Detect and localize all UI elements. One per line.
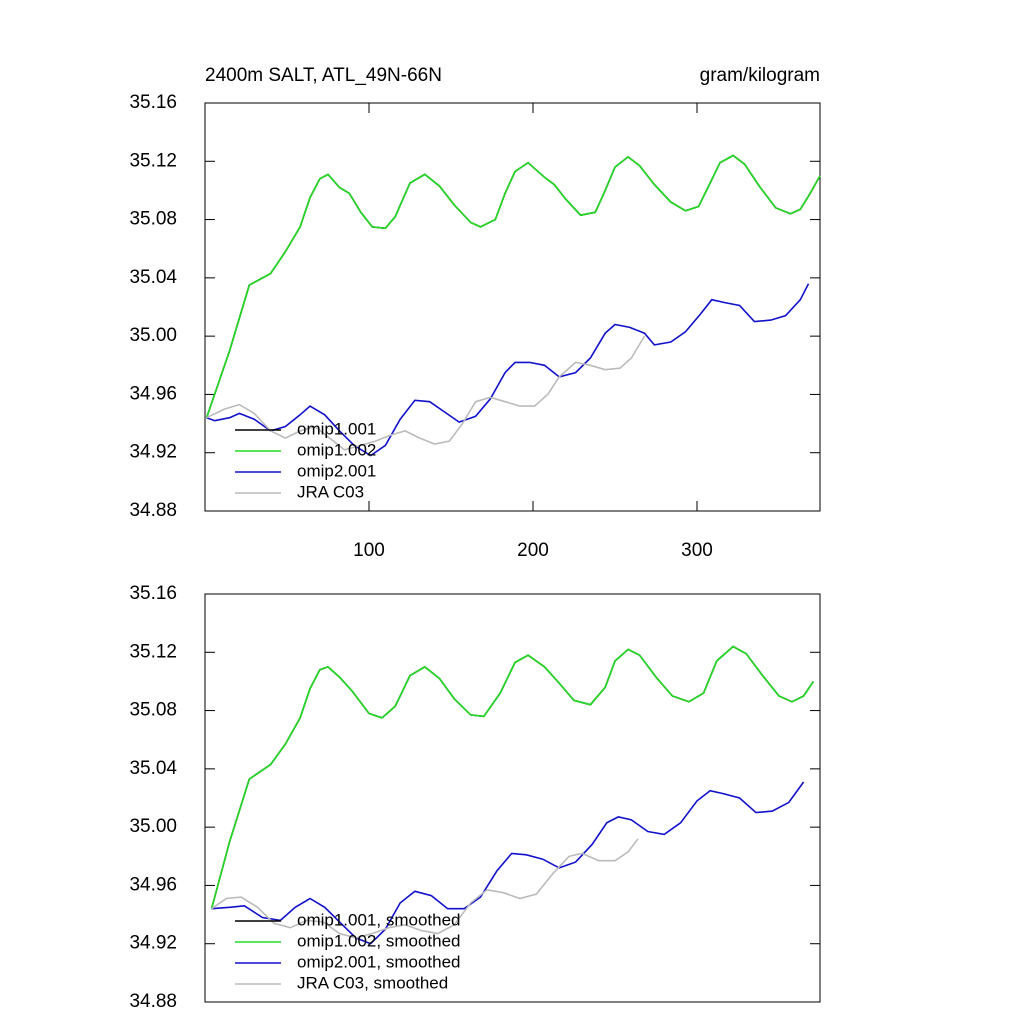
- series-line: [211, 838, 639, 939]
- y-tick-label: 34.92: [129, 442, 177, 463]
- series-line: [210, 645, 815, 909]
- y-tick-label: 35.16: [129, 583, 177, 604]
- y-tick-label: 35.08: [129, 209, 177, 230]
- legend-label: JRA C03: [297, 482, 364, 501]
- plot-frame: [204, 593, 821, 1003]
- y-tick-label: 35.00: [129, 325, 177, 346]
- series-line: [211, 781, 805, 945]
- legend-label: omip1.001: [297, 419, 376, 438]
- legend-label: JRA C03, smoothed: [297, 973, 448, 992]
- legend-label: omip1.002: [297, 440, 376, 459]
- y-tick-label: 34.88: [129, 500, 177, 521]
- y-tick-label: 35.08: [129, 700, 177, 721]
- y-tick-label: 35.12: [129, 641, 177, 662]
- y-tick-label: 35.00: [129, 816, 177, 837]
- x-tick-label: 200: [517, 540, 549, 561]
- legend-label: omip1.001, smoothed: [297, 910, 461, 929]
- y-tick-label: 34.88: [129, 991, 177, 1012]
- series-line: [206, 335, 646, 451]
- series-line: [206, 283, 810, 457]
- y-tick-label: 35.16: [129, 92, 177, 113]
- plot-frame: [204, 102, 821, 512]
- y-tick-label: 34.96: [129, 383, 177, 404]
- y-tick-label: 35.12: [129, 150, 177, 171]
- legend-label: omip2.001: [297, 461, 376, 480]
- series-line: [205, 154, 821, 418]
- y-tick-label: 34.92: [129, 933, 177, 954]
- chart-title: 2400m SALT, ATL_49N-66N: [205, 65, 442, 86]
- y-tick-label: 35.04: [129, 267, 177, 288]
- series-line: [205, 154, 821, 418]
- x-tick-label: 100: [353, 540, 385, 561]
- y-tick-label: 34.96: [129, 874, 177, 895]
- legend-label: omip2.001, smoothed: [297, 952, 461, 971]
- units-label: gram/kilogram: [700, 65, 820, 86]
- series-line: [210, 645, 815, 909]
- legend-label: omip1.002, smoothed: [297, 931, 461, 950]
- x-tick-label: 300: [681, 540, 713, 561]
- y-tick-label: 35.04: [129, 758, 177, 779]
